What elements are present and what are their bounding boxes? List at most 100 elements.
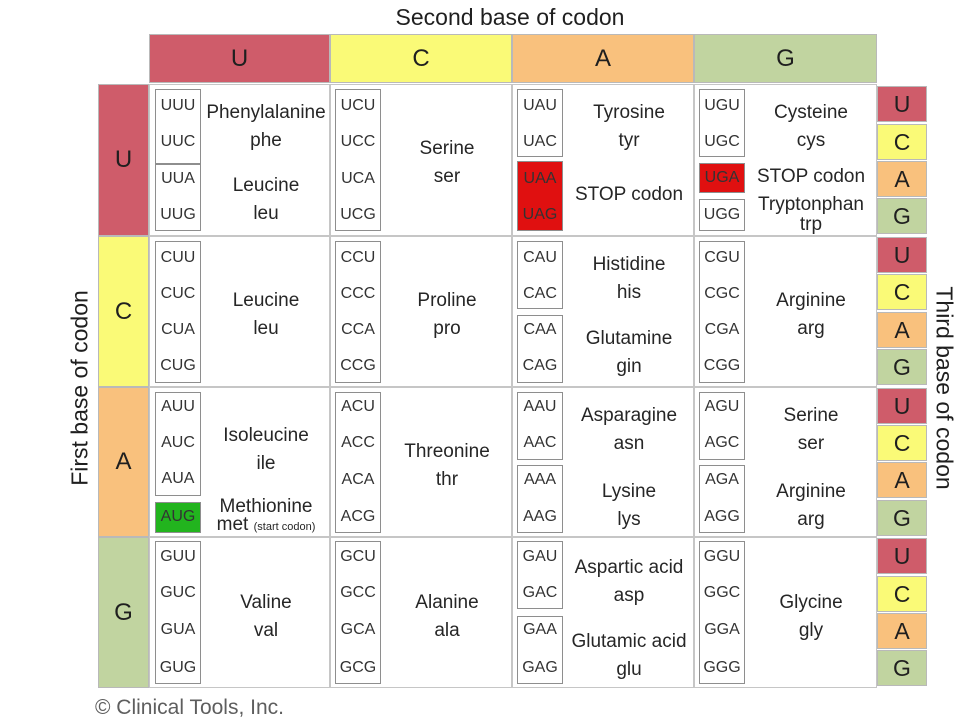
codon-GGU: GGU bbox=[703, 548, 741, 565]
amino-acid-abbr: val bbox=[253, 620, 279, 641]
codon-GAU: GAU bbox=[522, 548, 558, 565]
third-base-G: G bbox=[877, 500, 927, 536]
third-base-U: U bbox=[877, 538, 927, 574]
amino-acid-abbr: leu bbox=[253, 318, 279, 339]
amino-acid-abbr: thr bbox=[435, 469, 459, 490]
third-base-A: A bbox=[877, 613, 927, 649]
codon-GUU: GUU bbox=[160, 548, 196, 565]
second-base-A: A bbox=[512, 34, 694, 83]
codon-AUG: AUG bbox=[160, 508, 196, 525]
amino-acid-cysteine: Cysteine cys bbox=[751, 99, 871, 155]
codon-UUG: UUG bbox=[160, 206, 196, 223]
codon-CUC: CUC bbox=[160, 285, 196, 302]
amino-acid-name: Arginine bbox=[776, 290, 846, 311]
met-abbr: met bbox=[216, 514, 249, 535]
amino-acid-lysine: Lysine lys bbox=[569, 478, 689, 534]
stop-codon-highlight bbox=[699, 163, 745, 193]
codon-cell-UG: UGU UGC UGA UGG Cysteine cys STOP codon … bbox=[694, 84, 877, 236]
amino-acid-abbr: asp bbox=[613, 585, 645, 606]
amino-acid-name: Glutamic acid bbox=[571, 631, 687, 652]
codon-AUU: AUU bbox=[161, 398, 195, 415]
amino-acid-abbr: ser bbox=[433, 166, 461, 187]
third-base-U: U bbox=[877, 388, 927, 424]
codon-UAG: UAG bbox=[522, 206, 558, 223]
codon-GCG: GCG bbox=[339, 659, 377, 676]
codon-group-box bbox=[517, 541, 563, 609]
copyright-text: © Clinical Tools, Inc. bbox=[95, 696, 284, 719]
codon-GGG: GGG bbox=[703, 659, 741, 676]
codon-group-box bbox=[155, 241, 201, 383]
amino-acid-methionine: Methionine met (start codon) bbox=[202, 496, 330, 536]
amino-acid-name: Asparagine bbox=[580, 405, 678, 426]
codon-GGA: GGA bbox=[704, 621, 740, 638]
codon-group-box bbox=[699, 392, 745, 460]
codon-cell-CG: CGU CGC CGA CGG Arginine arg bbox=[694, 236, 877, 387]
codon-CCC: CCC bbox=[340, 285, 376, 302]
codon-AAA: AAA bbox=[523, 471, 556, 488]
codon-group-box bbox=[155, 392, 201, 496]
amino-acid-leucine: Leucine leu bbox=[206, 287, 326, 343]
amino-acid-name: Serine bbox=[419, 138, 475, 159]
amino-acid-name: Arginine bbox=[776, 481, 846, 502]
codon-CUA: CUA bbox=[161, 321, 195, 338]
amino-acid-aspartic-acid: Aspartic acid asp bbox=[569, 554, 689, 610]
amino-acid-abbr: leu bbox=[253, 203, 279, 224]
amino-acid-name: Leucine bbox=[232, 290, 300, 311]
codon-group-box bbox=[517, 616, 563, 684]
amino-acid-valine: Valine val bbox=[206, 589, 326, 645]
start-codon-highlight bbox=[155, 502, 201, 533]
amino-acid-name: Serine bbox=[783, 405, 839, 426]
codon-group-box bbox=[517, 241, 563, 309]
amino-acid-abbr: ser bbox=[797, 433, 825, 454]
amino-acid-name: Histidine bbox=[592, 254, 666, 275]
codon-group-box bbox=[699, 241, 745, 383]
codon-CGG: CGG bbox=[703, 357, 741, 374]
amino-acid-name: Aspartic acid bbox=[574, 557, 684, 578]
amino-acid-name: Glycine bbox=[779, 592, 843, 613]
third-base-A: A bbox=[877, 462, 927, 498]
codon-CUU: CUU bbox=[160, 249, 196, 266]
codon-cell-UC: UCU UCC UCA UCG Serine ser bbox=[330, 84, 512, 236]
codon-cell-CU: CUU CUC CUA CUG Leucine leu bbox=[149, 236, 330, 387]
amino-acid-abbr: phe bbox=[250, 130, 282, 151]
amino-acid-abbr: lys bbox=[617, 509, 641, 530]
amino-acid-arginine: Arginine arg bbox=[751, 478, 871, 534]
codon-group-box bbox=[699, 465, 745, 533]
amino-acid-glutamic-acid: Glutamic acid glu bbox=[569, 628, 689, 684]
amino-acid-name: Methionine bbox=[219, 496, 313, 517]
codon-AAG: AAG bbox=[523, 508, 557, 525]
third-base-U: U bbox=[877, 237, 927, 273]
codon-group-box bbox=[335, 541, 381, 684]
codon-cell-GA: GAU GAC GAA GAG Aspartic acid asp Glutam… bbox=[512, 537, 694, 688]
amino-acid-histidine: Histidine his bbox=[569, 251, 689, 307]
amino-acid-proline: Proline pro bbox=[387, 287, 507, 343]
first-base-title: First base of codon bbox=[66, 290, 93, 486]
first-base-G: G bbox=[98, 537, 149, 688]
codon-group-box bbox=[699, 199, 745, 231]
amino-acid-alanine: Alanine ala bbox=[387, 589, 507, 645]
first-base-A: A bbox=[98, 387, 149, 537]
codon-ACC: ACC bbox=[341, 434, 375, 451]
amino-acid-name: Isoleucine bbox=[223, 425, 309, 446]
codon-CUG: CUG bbox=[160, 357, 196, 374]
amino-acid-abbr: trp bbox=[799, 214, 823, 235]
amino-acid-asparagine: Asparagine asn bbox=[569, 402, 689, 458]
codon-CAU: CAU bbox=[523, 249, 557, 266]
codon-cell-AC: ACU ACC ACA ACG Threonine thr bbox=[330, 387, 512, 537]
amino-acid-abbr: arg bbox=[797, 318, 825, 339]
amino-acid-tyrosine: Tyrosine tyr bbox=[569, 99, 689, 155]
codon-cell-AA: AAU AAC AAA AAG Asparagine asn Lysine ly… bbox=[512, 387, 694, 537]
amino-acid-name: Valine bbox=[240, 592, 292, 613]
amino-acid-threonine: Threonine thr bbox=[387, 438, 507, 494]
codon-cell-GG: GGU GGC GGA GGG Glycine gly bbox=[694, 537, 877, 688]
codon-cell-GU: GUU GUC GUA GUG Valine val bbox=[149, 537, 330, 688]
codon-cell-CC: CCU CCC CCA CCG Proline pro bbox=[330, 236, 512, 387]
amino-acid-abbr: his bbox=[616, 282, 642, 303]
amino-acid-name: Proline bbox=[417, 290, 477, 311]
codon-AGU: AGU bbox=[704, 398, 740, 415]
codon-UGC: UGC bbox=[704, 133, 740, 150]
third-base-G: G bbox=[877, 349, 927, 385]
codon-group-box bbox=[699, 541, 745, 684]
stop-codon-label: STOP codon bbox=[574, 184, 684, 205]
codon-UAC: UAC bbox=[523, 133, 557, 150]
